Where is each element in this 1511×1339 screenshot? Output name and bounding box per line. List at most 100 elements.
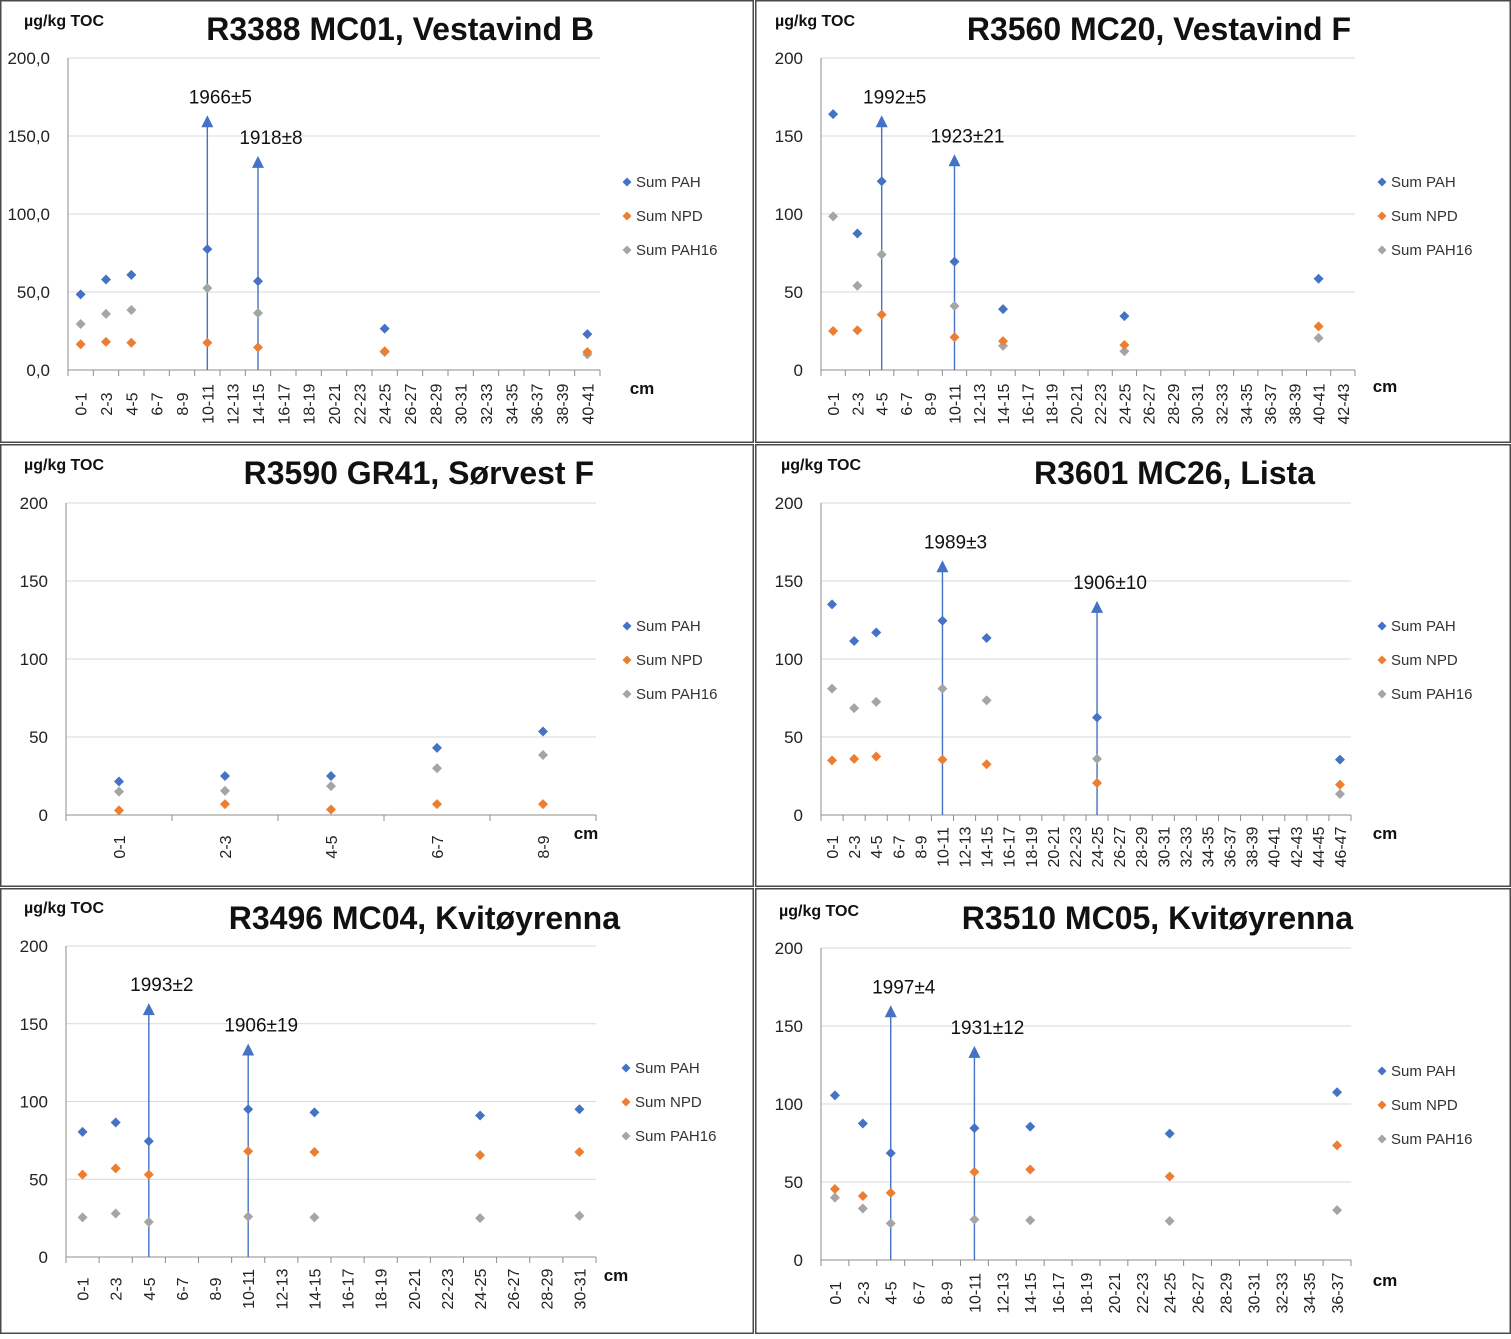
x-tick-label: 2-3 xyxy=(856,1281,873,1304)
point-sum-pah xyxy=(243,1104,254,1115)
panel-border xyxy=(755,888,1511,1334)
point-sum-npd xyxy=(827,755,838,766)
y-tick-label: 100 xyxy=(20,1093,48,1112)
legend-label: Sum PAH xyxy=(636,618,701,635)
x-tick-label: 24-25 xyxy=(473,1268,490,1309)
point-sum-pah16 xyxy=(969,1214,980,1225)
dating-arrow-head xyxy=(1091,600,1104,613)
chart-svg: 0 50 100 150 200 0-1 2-3 4-5 6-7 8-9 10-11 12-13 14-… xyxy=(0,888,754,1334)
point-sum-pah16 xyxy=(937,683,948,694)
dating-arrow-head xyxy=(968,1045,981,1058)
x-tick-label: 0-1 xyxy=(825,835,842,858)
x-tick-label: 8-9 xyxy=(923,392,940,415)
x-tick-label: 34-35 xyxy=(1200,826,1217,867)
point-sum-pah16 xyxy=(326,781,336,792)
x-tick-label: 34-35 xyxy=(1302,1272,1319,1313)
point-sum-pah xyxy=(876,176,887,187)
legend-item-sum-npd: Sum NPD xyxy=(1377,652,1458,669)
y-tick-label: 150 xyxy=(20,1015,48,1034)
dating-label: 1906±19 xyxy=(224,1016,298,1037)
point-sum-npd xyxy=(1119,340,1130,351)
point-sum-pah xyxy=(871,627,882,638)
chart-panel-2: 0 50 100 150 200 0-1 2-3 4-5 6-7 8-9 10-11 12-13 14-… xyxy=(755,0,1511,443)
dating-label: 1966±5 xyxy=(189,87,252,108)
point-sum-pah xyxy=(849,636,860,647)
point-sum-pah16 xyxy=(220,785,230,796)
point-sum-pah16 xyxy=(828,211,839,222)
x-tick-label: 38-39 xyxy=(555,383,572,424)
point-sum-pah16 xyxy=(202,283,213,294)
chart-title: R3496 MC04, Kvitøyrenna xyxy=(229,900,620,936)
legend-marker xyxy=(622,177,632,187)
y-tick-label: 100 xyxy=(775,205,803,224)
y-tick-label: 50 xyxy=(784,1173,803,1192)
x-axis-label: cm xyxy=(1373,1271,1398,1290)
x-tick-label: 4-5 xyxy=(142,1277,159,1300)
y-tick-label: 0 xyxy=(794,1251,803,1270)
point-sum-pah16 xyxy=(1025,1215,1036,1226)
x-tick-label: 20-21 xyxy=(407,1268,424,1309)
panel-border xyxy=(0,888,754,1334)
x-tick-label: 14-15 xyxy=(1023,1272,1040,1313)
legend-label: Sum NPD xyxy=(635,1094,702,1111)
legend-item-sum-pah: Sum PAH xyxy=(1377,174,1456,191)
point-sum-npd xyxy=(77,1169,88,1180)
x-tick-label: 16-17 xyxy=(1051,1272,1068,1313)
point-sum-pah xyxy=(1092,712,1103,723)
point-sum-pah xyxy=(857,1118,868,1129)
point-sum-pah xyxy=(829,1090,840,1101)
point-sum-pah16 xyxy=(114,786,124,797)
point-sum-pah xyxy=(949,256,960,267)
point-sum-pah xyxy=(126,269,137,280)
point-sum-pah xyxy=(379,323,390,334)
y-tick-label: 200 xyxy=(775,939,803,958)
point-sum-npd xyxy=(75,339,86,350)
point-sum-pah16 xyxy=(981,695,992,706)
x-tick-label: 30-31 xyxy=(1190,383,1207,424)
point-sum-pah xyxy=(101,274,111,285)
point-sum-npd xyxy=(852,325,863,336)
x-tick-label: 40-41 xyxy=(1312,383,1329,424)
x-tick-label: 10-11 xyxy=(948,384,965,424)
point-sum-pah xyxy=(828,109,839,120)
y-tick-label: 0,0 xyxy=(26,361,50,380)
y-tick-label: 150,0 xyxy=(7,127,50,146)
point-sum-pah16 xyxy=(1332,1205,1343,1216)
x-tick-label: 28-29 xyxy=(1134,826,1151,867)
y-tick-label: 200,0 xyxy=(7,49,50,68)
x-tick-label: 6-7 xyxy=(891,835,908,858)
point-sum-pah16 xyxy=(876,249,887,260)
y-tick-label: 200 xyxy=(20,494,48,513)
x-tick-label: 8-9 xyxy=(913,835,930,858)
x-tick-label: 26-27 xyxy=(1112,826,1129,867)
chart-svg: 0,0 50,0 100,0 150,0 200,0 0-1 2-3 4-5 6-7 8-9 10-… xyxy=(0,0,754,443)
x-tick-label: 0-1 xyxy=(826,392,843,415)
point-sum-pah16 xyxy=(1313,333,1324,344)
x-tick-label: 32-33 xyxy=(1215,383,1232,424)
point-sum-pah xyxy=(1025,1121,1036,1132)
x-tick-label: 28-29 xyxy=(1166,383,1183,424)
point-sum-npd xyxy=(1092,778,1103,789)
y-tick-label: 100 xyxy=(775,1095,803,1114)
point-sum-pah16 xyxy=(852,280,863,291)
point-sum-pah16 xyxy=(77,1212,88,1223)
point-sum-pah xyxy=(1334,754,1345,765)
x-tick-label: 2-3 xyxy=(99,392,116,415)
x-tick-label: 36-37 xyxy=(1223,826,1240,867)
point-sum-pah xyxy=(885,1148,896,1159)
legend-item-sum-pah: Sum PAH xyxy=(622,174,701,191)
legend-marker xyxy=(1377,689,1387,699)
point-sum-npd xyxy=(574,1147,585,1158)
y-tick-label: 50,0 xyxy=(17,283,50,302)
x-tick-label: 12-13 xyxy=(226,383,243,424)
x-tick-label: 22-23 xyxy=(1068,826,1085,867)
chart-svg: 0 50 100 150 200 0-1 2-3 4-5 6-7 8-9 10-11 12-13 14-… xyxy=(755,0,1511,443)
x-tick-label: 46-47 xyxy=(1333,826,1350,867)
point-sum-pah16 xyxy=(143,1217,154,1228)
x-tick-label: 10-11 xyxy=(241,1269,258,1309)
y-tick-label: 150 xyxy=(20,572,48,591)
x-tick-label: 16-17 xyxy=(276,383,293,424)
point-sum-npd xyxy=(1025,1164,1036,1175)
point-sum-pah xyxy=(114,776,124,787)
point-sum-npd xyxy=(475,1150,486,1161)
